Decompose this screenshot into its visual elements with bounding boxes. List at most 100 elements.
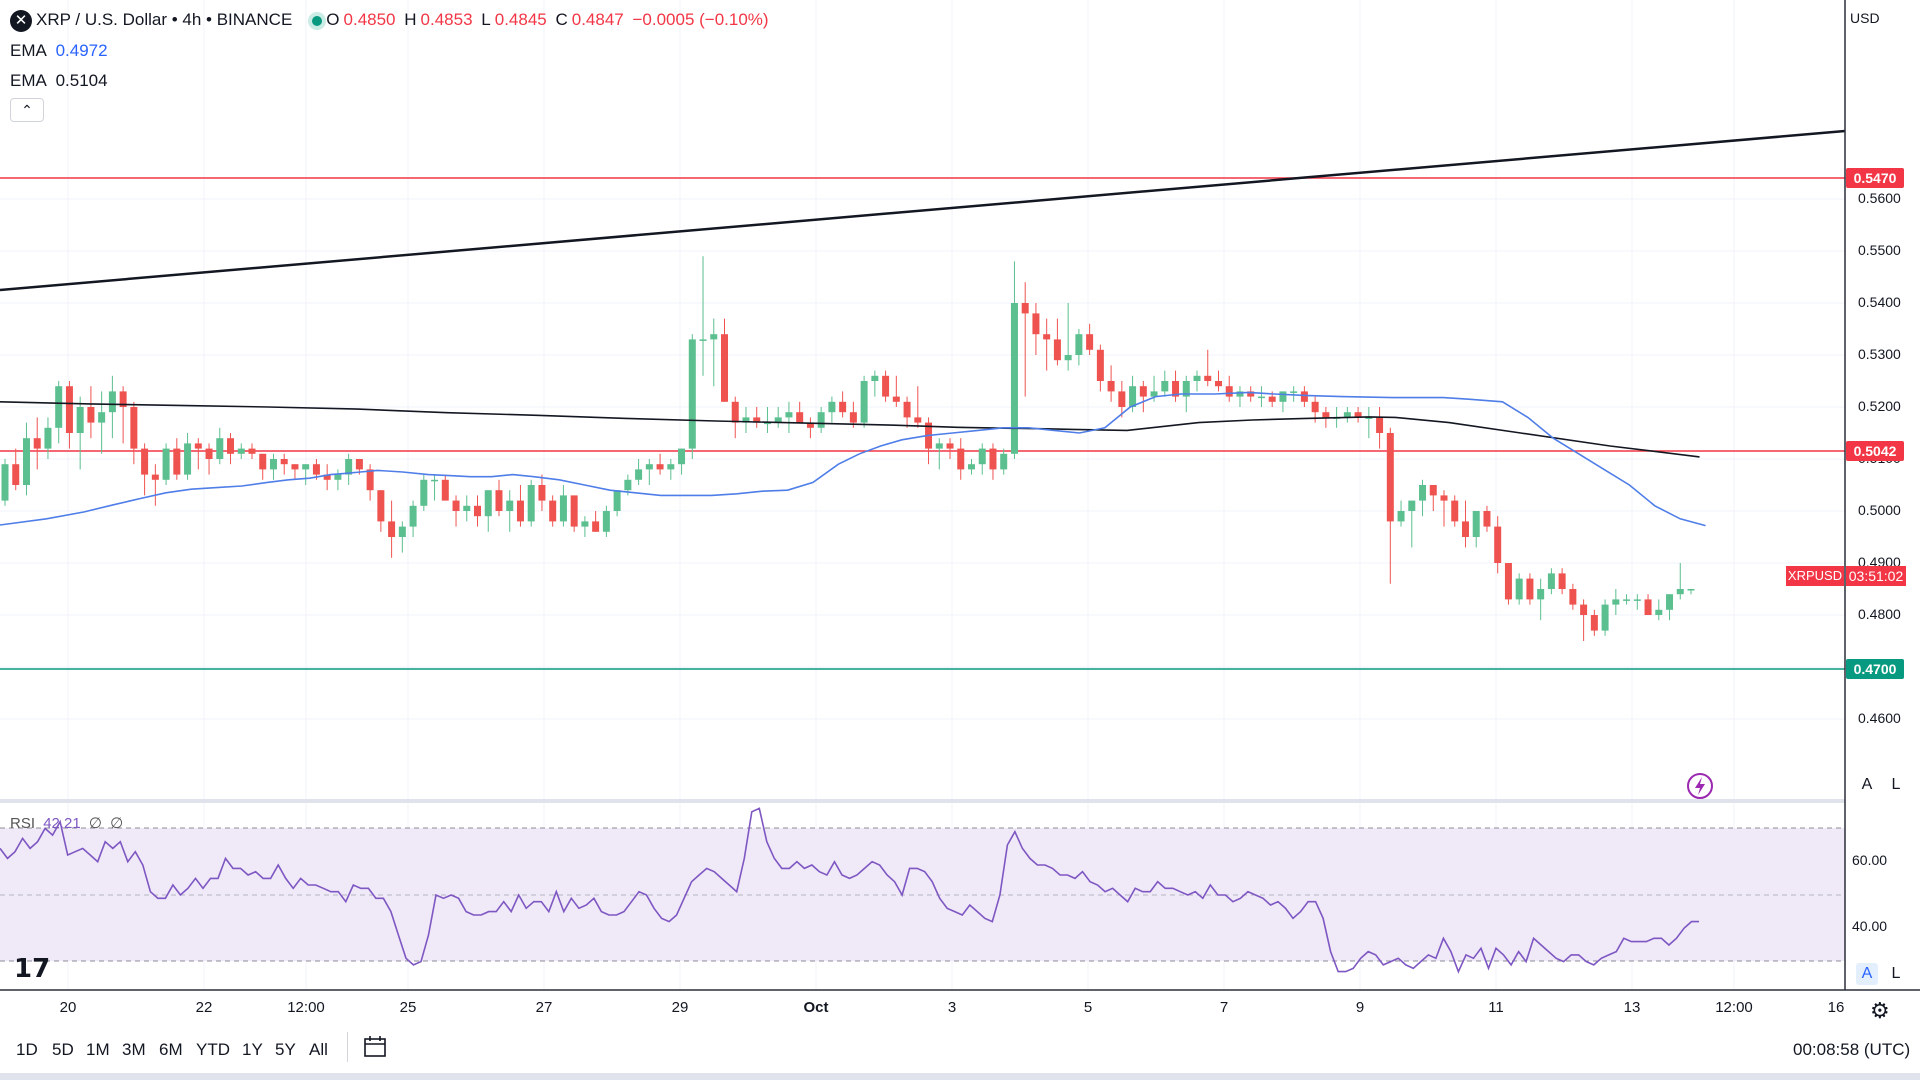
trendline[interactable] [0, 129, 1846, 292]
ema-fast-legend[interactable]: EMA 0.4972 [10, 41, 112, 61]
candle-body-154 [1655, 609, 1663, 615]
level-tag-4700: 0.4700 [1846, 659, 1904, 679]
timeframe-5y[interactable]: 5Y [275, 1040, 296, 1059]
symbol-legend[interactable]: ✕ XRP / U.S. Dollar • 4h • BINANCE O 0.4850… [10, 10, 773, 32]
candle-body-83 [892, 396, 900, 402]
candles [1, 256, 1695, 641]
candle-body-92 [989, 448, 997, 470]
candle-body-3 [33, 438, 41, 449]
candle-body-41 [441, 479, 449, 501]
change-value: −0.0005 (−0.10%) [632, 10, 769, 30]
time-label-2: 12:00 [287, 999, 325, 1016]
candle-body-97 [1043, 334, 1051, 340]
symbol-title[interactable]: XRP / U.S. Dollar • 4h • BINANCE [36, 10, 293, 30]
candle-body-2 [22, 438, 30, 485]
candle-body-73 [785, 412, 793, 418]
candle-body-135 [1451, 500, 1459, 522]
candle-body-82 [882, 375, 890, 397]
candle-body-11 [119, 391, 127, 407]
ema-slow-legend[interactable]: EMA 0.5104 [10, 71, 112, 91]
timeframe-1y[interactable]: 1Y [242, 1040, 263, 1059]
ema-fast-label: EMA [10, 41, 47, 60]
currency-label[interactable]: USD [1850, 10, 1880, 26]
rsi-log-scale-button[interactable]: L [1891, 965, 1901, 982]
candle-body-91 [978, 448, 986, 465]
candle-body-95 [1021, 303, 1029, 314]
candle-body-13 [141, 448, 149, 475]
candle-body-31 [334, 474, 342, 480]
candle-body-139 [1494, 526, 1502, 563]
candle-body-24 [259, 453, 267, 470]
candle-body-104 [1118, 391, 1126, 407]
candle-body-23 [248, 448, 256, 454]
candle-body-27 [291, 464, 299, 470]
candle-body-76 [817, 412, 825, 428]
candle-body-119 [1279, 391, 1287, 402]
ema-slow-value: 0.5104 [55, 71, 108, 90]
candle-body-156 [1676, 589, 1684, 595]
candle-body-150 [1612, 599, 1620, 605]
candle-body-117 [1257, 396, 1265, 399]
timeframe-all[interactable]: All [309, 1040, 328, 1059]
date-range-icon[interactable] [361, 1034, 389, 1060]
timeframe-3m[interactable]: 3M [122, 1040, 146, 1059]
timeframe-5d[interactable]: 5D [52, 1040, 74, 1059]
candle-body-130 [1397, 511, 1405, 522]
settings-gear-icon[interactable]: ⚙ [1870, 998, 1890, 1023]
price-tick-4: 0.5200 [1858, 398, 1901, 414]
candle-body-70 [753, 417, 761, 423]
candle-body-55 [592, 521, 600, 532]
candle-body-71 [763, 422, 771, 425]
candle-body-33 [355, 459, 363, 470]
low-value: 0.4845 [494, 10, 547, 30]
close-value: 0.4847 [571, 10, 624, 30]
timeframe-ytd[interactable]: YTD [196, 1040, 230, 1059]
candle-body-22 [237, 448, 245, 454]
toolbar-divider [347, 1032, 348, 1062]
candle-body-133 [1429, 485, 1437, 496]
candle-body-34 [366, 469, 374, 491]
candle-body-56 [602, 511, 610, 532]
time-label-13: 12:00 [1715, 999, 1753, 1016]
log-scale-button[interactable]: L [1891, 776, 1901, 793]
timeframe-1m[interactable]: 1M [86, 1040, 110, 1059]
candle-body-75 [806, 422, 814, 428]
auto-scale-button[interactable]: A [1861, 776, 1873, 793]
time-label-11: 11 [1488, 999, 1504, 1016]
candle-body-112 [1204, 375, 1212, 381]
candle-body-67 [721, 334, 729, 402]
candle-body-98 [1053, 339, 1061, 361]
ema-fast-value: 0.4972 [55, 41, 108, 60]
candle-body-68 [731, 401, 739, 423]
level-tag-5042: 0.5042 [1846, 441, 1904, 461]
candle-body-53 [570, 495, 578, 527]
collapse-legend-button[interactable]: ⌃ [10, 98, 44, 122]
rsi-auto-scale-button[interactable]: A [1856, 963, 1878, 985]
candle-body-66 [710, 334, 718, 340]
candle-body-26 [280, 459, 288, 465]
candle-body-74 [796, 412, 804, 423]
rsi-line [0, 807, 1699, 974]
high-value: 0.4853 [420, 10, 473, 30]
candle-body-39 [420, 479, 428, 506]
candle-countdown: 03:51:02 [1846, 566, 1906, 586]
rsi-extra-1: ∅ [88, 815, 102, 832]
timeframe-6m[interactable]: 6M [159, 1040, 183, 1059]
candle-body-58 [624, 479, 632, 491]
candle-body-110 [1182, 381, 1190, 397]
utc-clock[interactable]: 00:08:58 (UTC) [1793, 1040, 1911, 1059]
candle-body-121 [1300, 391, 1308, 402]
candle-body-59 [635, 469, 643, 480]
lightning-icon[interactable] [1687, 773, 1713, 799]
candle-body-6 [65, 386, 73, 433]
candle-body-52 [559, 495, 567, 522]
candle-body-131 [1408, 500, 1416, 511]
time-label-3: 25 [399, 999, 417, 1016]
timeframe-1d[interactable]: 1D [16, 1040, 38, 1059]
rsi-legend[interactable]: RSI 42.21 ∅ ∅ [10, 814, 127, 832]
candle-body-64 [688, 339, 696, 449]
candle-body-77 [828, 401, 836, 413]
candle-body-85 [914, 417, 922, 423]
candle-body-29 [312, 464, 320, 475]
